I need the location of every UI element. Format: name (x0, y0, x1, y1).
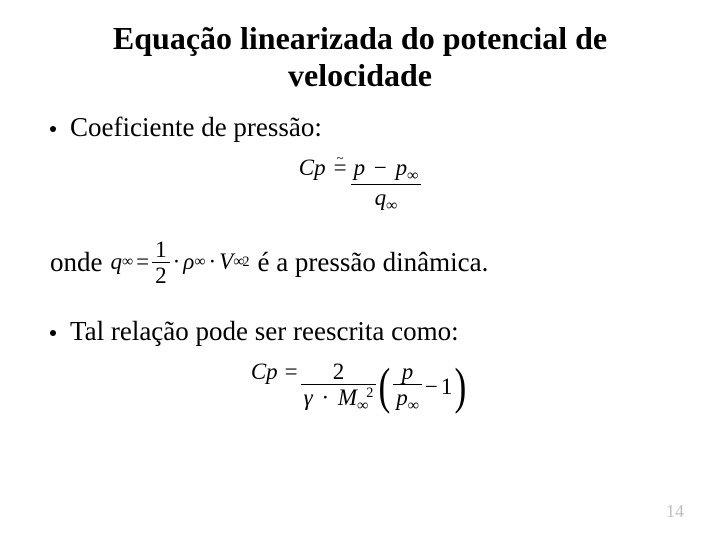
bullet-2: Tal relação pode ser reescrita como: (50, 316, 670, 347)
eq1-minus: − (371, 155, 390, 180)
onde-line: onde q∞ = 1 2 · ρ∞ · V∞2 é a pressão din… (50, 237, 670, 288)
bullet-dot (50, 330, 56, 336)
title-line-1: Equação linearizada do potencial de (113, 20, 607, 56)
eq2-inner-pinf-sub: ∞ (408, 397, 419, 414)
title-line-2: velocidade (288, 57, 432, 93)
equation-cp-rewritten: Cp = 2 γ · M∞2 ( p p∞ − 1 ) (50, 359, 670, 415)
eq2-num-2: 2 (330, 359, 348, 384)
rparen: ) (455, 366, 467, 406)
eq2-M: M (338, 385, 357, 410)
rho-sub: ∞ (194, 253, 205, 271)
qinf-q: q (110, 249, 122, 275)
qinf-eq: = (133, 249, 152, 275)
eq2-M-sup: 2 (366, 385, 373, 401)
bullet-2-text: Tal relação pode ser reescrita como: (70, 316, 459, 347)
eq2-dot: · (318, 385, 332, 410)
half-num: 1 (152, 237, 170, 262)
eq1-num-pinf-sub: ∞ (407, 167, 418, 184)
eq1-fraction: p − p∞ q∞ (351, 155, 422, 215)
dot-2: · (205, 249, 219, 275)
eq2-one: 1 (441, 374, 453, 400)
eq1-lhs: Cp (299, 155, 326, 215)
eq2-paren-group: ( p p∞ − 1 ) (376, 359, 469, 415)
eq2-lhs: Cp (251, 359, 278, 415)
slide-title: Equação linearizada do potencial de velo… (50, 20, 670, 94)
eq2-inner-p: p (402, 359, 414, 384)
onde-prefix: onde (50, 247, 102, 278)
eq1-num-p: p (354, 155, 366, 180)
eq2-minus: − (422, 374, 441, 400)
defined-as-symbol: ~ = (330, 155, 351, 215)
qinf-sub: ∞ (122, 253, 133, 271)
equation-cp-definition: Cp ~ = p − p∞ q∞ (50, 155, 670, 215)
lparen: ( (379, 366, 391, 406)
eq2-outer-fraction: 2 γ · M∞2 (301, 359, 377, 415)
onde-suffix: é a pressão dinâmica. (257, 247, 488, 278)
bullet-dot (50, 126, 56, 132)
eq2-gamma: γ (304, 385, 313, 410)
eq1-num-pinf: p (396, 155, 408, 180)
half-den: 2 (152, 263, 170, 288)
half-fraction: 1 2 (152, 237, 170, 288)
eq2-inner-fraction: p p∞ (393, 359, 422, 415)
eq2-eq: = (282, 359, 301, 415)
eq2-inner-pinf: p (396, 385, 408, 410)
page-number: 14 (666, 501, 684, 522)
Vinf-sup: 2 (242, 254, 249, 271)
eq1-den-q: q (375, 185, 387, 210)
dot-1: · (170, 249, 184, 275)
Vinf: V (219, 249, 233, 275)
q-infinity-definition: q∞ = 1 2 · ρ∞ · V∞2 (110, 237, 249, 288)
bullet-1: Coeficiente de pressão: (50, 112, 670, 143)
bullet-1-text: Coeficiente de pressão: (70, 112, 322, 143)
rho: ρ (183, 249, 194, 275)
eq1-den-qsub: ∞ (386, 197, 397, 214)
